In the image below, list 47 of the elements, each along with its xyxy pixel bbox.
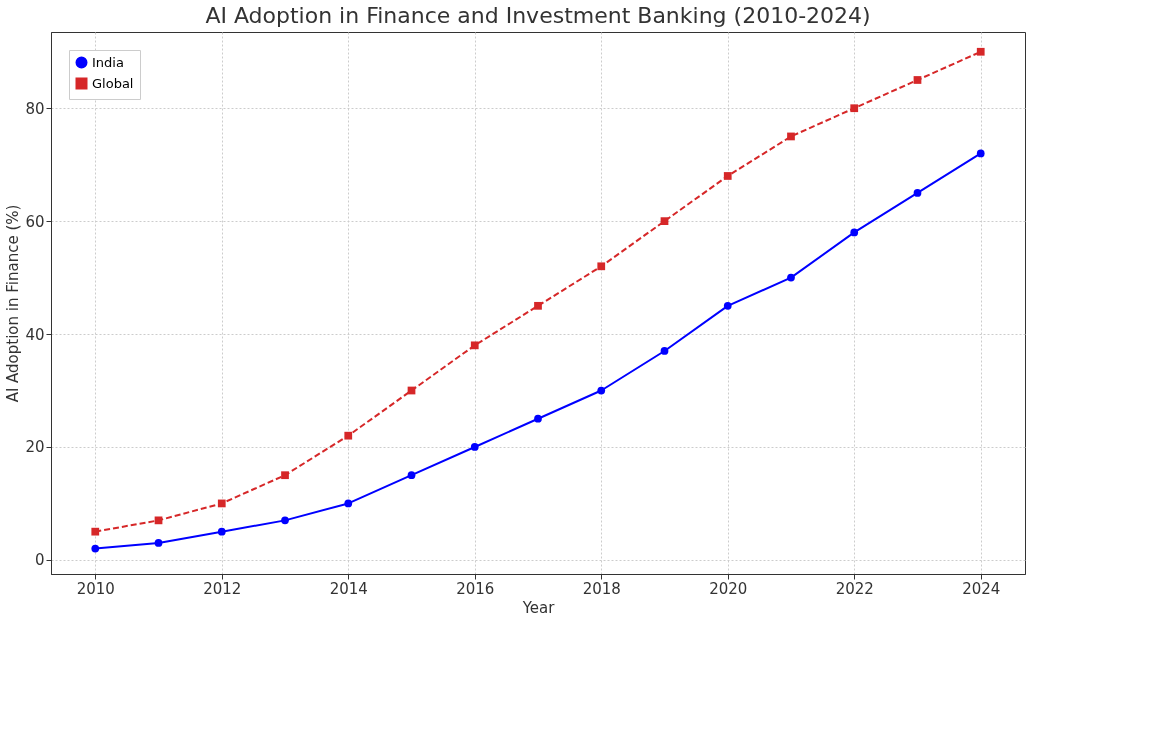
point xyxy=(154,516,163,525)
point xyxy=(913,76,922,84)
point xyxy=(217,499,226,508)
legend-label: India xyxy=(92,54,124,70)
point xyxy=(470,443,479,451)
legend-label: Global xyxy=(92,75,134,91)
point xyxy=(534,414,542,423)
x-tick-label: 2016 xyxy=(456,579,495,598)
point xyxy=(91,544,100,553)
point xyxy=(660,217,669,226)
point xyxy=(344,499,353,508)
point xyxy=(344,431,353,440)
point xyxy=(660,347,669,355)
point xyxy=(850,104,859,113)
point xyxy=(976,149,985,158)
point xyxy=(850,228,859,237)
x-tick-label: 2012 xyxy=(203,579,242,598)
y-tick-label: 40 xyxy=(25,325,45,344)
x-tick-label: 2022 xyxy=(835,579,874,598)
x-tick-label: 2020 xyxy=(709,579,748,598)
x-axis-title: Year xyxy=(521,598,556,617)
x-tick-label: 2010 xyxy=(76,579,115,598)
y-tick-label: 80 xyxy=(25,99,45,118)
x-tick-label: 2018 xyxy=(582,579,621,598)
point xyxy=(534,301,542,310)
point xyxy=(723,301,732,310)
x-tick-label: 2024 xyxy=(962,579,1001,598)
point xyxy=(787,132,795,141)
point xyxy=(217,527,226,536)
point xyxy=(723,172,732,180)
point xyxy=(597,262,606,271)
point xyxy=(787,273,795,282)
chart-title: AI Adoption in Finance and Investment Banking (2010-2024) xyxy=(205,3,871,28)
y-tick-label: 60 xyxy=(25,212,45,231)
point xyxy=(913,189,922,197)
point xyxy=(976,47,985,56)
y-axis-title: AI Adoption in Finance (%) xyxy=(4,204,23,403)
point xyxy=(597,386,606,395)
point xyxy=(407,471,416,480)
point xyxy=(91,527,100,536)
point xyxy=(470,341,479,350)
y-tick-label: 20 xyxy=(25,438,45,457)
point xyxy=(281,516,289,525)
point xyxy=(281,471,289,480)
point xyxy=(154,539,163,547)
x-tick-label: 2014 xyxy=(329,579,368,598)
y-tick-label: 0 xyxy=(34,551,45,570)
